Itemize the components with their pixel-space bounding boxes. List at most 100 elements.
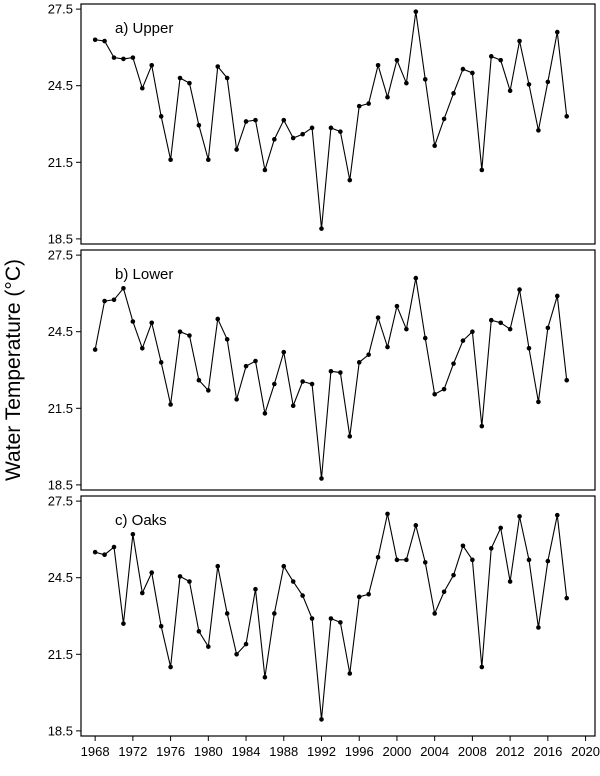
panel-3-point	[224, 611, 230, 616]
panel-1-point	[441, 116, 447, 122]
panel-1-point	[215, 64, 221, 69]
panel-3-point	[413, 523, 419, 528]
panel-2-point	[451, 361, 456, 366]
y-axis-label: Water Temperature (°C)	[2, 259, 25, 481]
panel-1-point	[517, 38, 522, 44]
panel-1-point	[328, 125, 334, 131]
panel-2-y-tick-label: 18.5	[48, 477, 73, 492]
panel-2-point	[545, 325, 551, 331]
x-tick-label: 1984	[232, 744, 261, 759]
panel-2-point	[206, 388, 211, 393]
panel-2-point	[328, 368, 334, 374]
panel-3-y-tick-label: 21.5	[48, 647, 73, 662]
panel-3-point	[149, 570, 155, 575]
panel-3-point	[92, 549, 98, 555]
panel-1-point	[234, 147, 239, 152]
panel-2-point	[347, 434, 353, 439]
panel-2-point	[385, 344, 390, 350]
panel-3-point	[347, 671, 353, 676]
panel-2-point	[281, 349, 287, 355]
panel-3-point	[564, 595, 570, 601]
panel-2-point	[404, 326, 409, 332]
panel-2-point	[253, 358, 258, 364]
panel-3-point	[385, 511, 390, 517]
panel-2-point	[366, 352, 371, 357]
panel-2-point	[111, 297, 117, 303]
panel-1-point	[451, 91, 456, 96]
panel-1-point	[347, 177, 353, 183]
panel-2: 18.5 21.5 24.5 27.5 b) Lower	[48, 248, 596, 492]
panel-3-point	[272, 611, 277, 616]
panel-3-point	[102, 552, 107, 558]
panel-1-point	[262, 167, 268, 173]
panel-2-point	[168, 402, 173, 407]
panel-3-point	[470, 557, 475, 563]
panel-1-point	[130, 55, 136, 60]
panel-3-point	[234, 652, 239, 657]
panel-2-point	[177, 329, 183, 335]
panel-3-point	[441, 589, 447, 595]
panel-2-point	[149, 320, 155, 326]
panels: 18.5 21.5 24.5 27.5 a) Upper 18.5 21.5 24.5 27.5…	[48, 2, 596, 738]
panel-1-point	[187, 80, 192, 86]
panel-1-point	[488, 54, 494, 59]
panel-2-point	[413, 275, 419, 281]
panel-1-point	[168, 157, 173, 163]
panel-2-point	[92, 347, 98, 352]
panel-2-point	[507, 326, 513, 332]
panel-2-point	[498, 320, 503, 326]
panel-1-point	[196, 122, 202, 128]
panel-2-point	[140, 346, 145, 351]
panel-1-point	[366, 101, 371, 106]
panel-2-point	[488, 317, 494, 323]
x-tick-label: 1968	[81, 744, 110, 759]
panel-3-point	[507, 579, 513, 584]
panel-1-point	[385, 94, 390, 100]
panel-3-label: c) Oaks	[115, 512, 167, 529]
panel-2-point	[479, 423, 485, 429]
panel-3-point	[262, 674, 268, 680]
panel-1-point	[536, 128, 541, 133]
panel-1-point	[243, 119, 249, 124]
panel-2-point	[441, 386, 447, 392]
panel-2-point	[432, 391, 437, 397]
panel-3-point	[479, 664, 485, 670]
panel-3-point	[309, 616, 315, 621]
panel-3-point	[328, 616, 334, 621]
x-axis: 1968 1972 1976 1980 1984 1988 1992 1996 2000 2004…	[81, 736, 600, 759]
panel-1-point	[338, 129, 343, 134]
panel-2-point	[130, 319, 136, 324]
panel-1-point	[149, 62, 155, 68]
panel-2-point	[470, 329, 475, 335]
panel-2-point	[215, 316, 221, 322]
panel-2-frame	[80, 249, 596, 491]
panel-3-point	[243, 641, 249, 647]
panel-3-point	[290, 579, 296, 584]
panel-1-point	[545, 79, 551, 85]
panel-1-point	[253, 117, 258, 123]
panel-2-point	[554, 293, 560, 299]
panel-3-point	[319, 717, 324, 722]
panel-3-y-tick-label: 27.5	[48, 494, 73, 509]
panel-3-point	[356, 594, 362, 600]
panel-1-point	[498, 57, 503, 63]
x-tick-label: 1996	[345, 744, 374, 759]
panel-2-point	[319, 476, 324, 481]
panel-2-point	[272, 381, 277, 387]
panel-1-point	[309, 125, 315, 131]
panel-3-point	[140, 590, 145, 596]
panel-1-point	[460, 66, 466, 72]
panel-1-point	[102, 38, 107, 44]
panel-2-point	[290, 403, 296, 409]
panel-1-y-tick-label: 18.5	[48, 231, 73, 246]
panel-1-point	[422, 77, 428, 82]
panel-1-point	[394, 57, 400, 63]
panel-2-y-tick-label: 24.5	[48, 324, 73, 339]
panel-2-point	[564, 377, 570, 383]
panel-1-point	[375, 62, 381, 68]
x-tick-label: 2016	[533, 744, 562, 759]
x-tick-label: 1988	[269, 744, 298, 759]
panel-1-point	[224, 75, 230, 81]
x-tick-label: 1976	[156, 744, 185, 759]
